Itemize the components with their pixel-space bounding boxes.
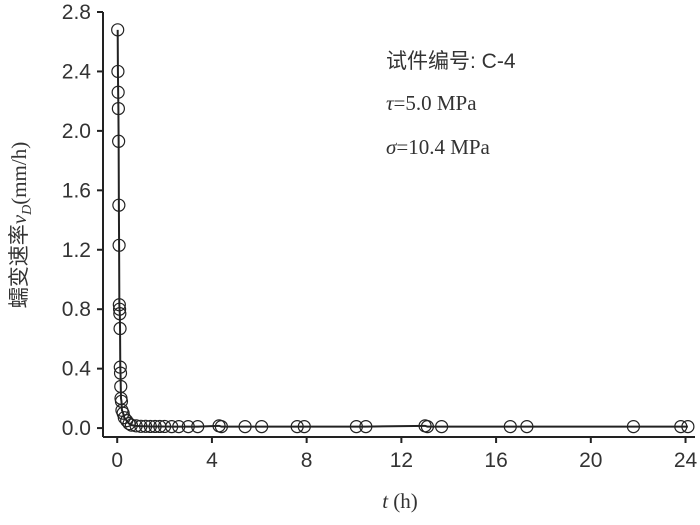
y-tick-label: 1.2 [62,239,91,262]
y-axis-label: 蠕变速率vD(mm/h) [7,142,35,308]
point [520,419,534,434]
point [124,418,139,432]
point [503,419,517,434]
point [134,419,148,433]
point [214,419,228,434]
y-label-text: 蠕变速率 [7,224,31,308]
annotation: σ=10.4 MPa [386,135,491,159]
annotation-text: =10.4 MPa [396,135,490,159]
x-tick-label: 12 [390,449,413,472]
point [681,419,695,434]
point [420,419,435,434]
point [143,419,157,434]
point [157,419,172,434]
annotation-text: =5.0 MPa [394,91,478,115]
point [181,419,195,434]
x-tick-label: 16 [484,449,507,472]
point [111,23,125,37]
y-label-symbol: v [7,214,31,224]
x-label-symbol: t [382,489,389,513]
point [172,419,186,434]
point [435,419,449,434]
x-tick-label: 24 [674,449,698,472]
point [113,307,127,321]
point [113,321,127,336]
point [238,419,252,434]
y-tick-label: 1.6 [62,179,91,202]
point [111,64,125,79]
point [674,419,688,434]
y-tick-label: 2.4 [62,60,92,83]
point [290,419,304,434]
x-tick-label: 4 [206,449,218,472]
y-tick-label: 0.8 [62,298,91,321]
y-tick-label: 0.4 [62,358,92,381]
x-tick-label: 20 [579,449,602,472]
series-line [116,29,688,428]
y-label-unit: (mm/h) [7,142,31,205]
point [112,302,127,316]
y-label-subscript: D [20,205,35,216]
point [349,419,363,434]
point [359,419,373,434]
point [112,238,126,252]
annotation-symbol: τ [386,91,395,115]
point [129,419,143,433]
point [148,419,162,434]
y-tick-label: 0.0 [62,417,91,440]
x-tick-label: 0 [111,449,123,472]
point [255,419,269,434]
y-tick-label: 2.0 [62,120,91,143]
x-label-unit: (h) [393,489,418,513]
point [112,198,126,212]
x-tick-label: 8 [301,449,313,472]
point [112,298,126,312]
y-tick-label: 2.8 [62,1,91,24]
point [111,101,125,116]
point [113,366,128,380]
point [626,419,641,434]
point [111,85,125,99]
annotation: τ=5.0 MPa [386,91,477,115]
point [297,419,311,434]
point [112,134,126,148]
point [139,419,153,433]
annotation-symbol: σ [386,135,398,159]
x-axis-label: t (h) [382,489,418,513]
annotation: 试件编号: C-4 [386,50,516,73]
point [113,360,127,374]
point [191,419,205,434]
point [165,419,179,434]
